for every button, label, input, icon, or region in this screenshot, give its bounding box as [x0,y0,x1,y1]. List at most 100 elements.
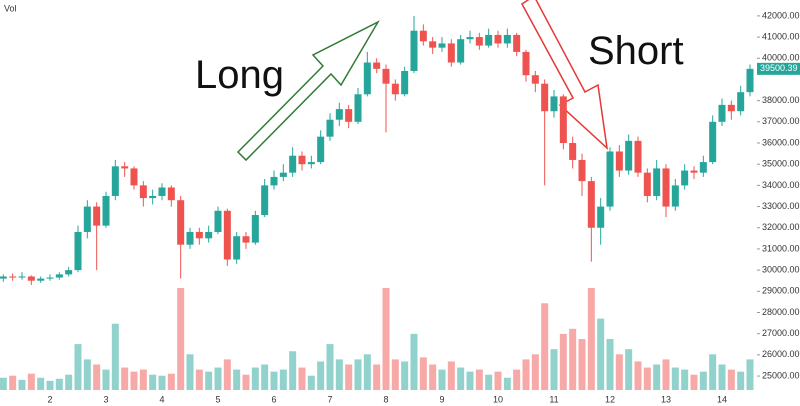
candle-body [699,162,707,173]
candle-body [559,96,567,144]
candle-body [93,206,101,226]
volume-bar [9,375,17,390]
y-tick-label: 37000.00 [762,116,800,126]
volume-bar [139,369,147,390]
volume-bar [83,359,91,390]
volume-bar [494,371,502,390]
candle-body [261,185,269,216]
candle-body [363,62,371,95]
volume-bar [466,371,474,390]
volume-bar [643,367,651,390]
candle-body [74,231,82,271]
volume-bar [177,288,185,390]
x-tick-label: 13 [661,394,671,404]
volume-bar [270,371,278,390]
candle-body [587,181,595,228]
volume-bar [699,371,707,390]
candle-body [653,168,661,196]
candle-body [671,185,679,207]
volume-bar [214,367,222,390]
volume-bar [690,374,698,390]
volume-bar [195,369,203,390]
x-tick-label: 6 [271,394,276,404]
candle-body [46,277,54,279]
volume-bar [419,357,427,390]
volume-bar [513,369,521,390]
volume-bar [587,288,595,390]
candle-body [242,236,250,243]
y-tick-label: 34000.00 [762,180,800,190]
candle-body [186,231,194,245]
candle-body [55,274,63,278]
volume-bar [186,354,194,390]
volume-bar [65,374,73,390]
y-tick-label: 27000.00 [762,328,800,338]
y-tick-label: 32000.00 [762,222,800,232]
volume-bar [597,318,605,390]
candle-body [457,39,465,63]
volume-bar [149,374,157,390]
volume-bar [447,361,455,390]
candle-body [522,51,530,76]
long-annotation: Long [195,53,284,97]
candle-body [438,43,446,48]
volume-bar [167,373,175,390]
volume-bar [662,359,670,390]
candle-body [158,187,166,196]
candle-body [419,30,427,42]
candle-body [354,94,362,122]
candle-body [485,34,493,46]
x-tick-label: 4 [159,394,164,404]
candle-body [139,185,147,199]
candle-body [391,83,399,95]
x-tick-label: 9 [439,394,444,404]
volume-bar [317,361,325,390]
volume-bar [130,371,138,390]
candle-body [466,37,474,40]
volume-bar [569,328,577,390]
volume-bar [382,288,390,390]
volume-bar [485,374,493,390]
candle-body [475,37,483,46]
volume-bar [326,344,334,390]
volume-bar [503,377,511,390]
volume-bar [681,369,689,390]
candle-body [167,187,175,201]
candle-body [615,151,623,171]
candle-body [550,96,558,112]
x-tick-label: 11 [549,394,558,404]
candle-body [9,276,17,278]
x-tick-label: 2 [47,394,52,404]
candle-body [625,140,633,171]
candle-body [578,159,586,182]
volume-bar [345,364,353,390]
candle-body [149,195,157,199]
short-annotation: Short [588,29,684,73]
candle-body [410,30,418,71]
candle-body [690,170,698,173]
last-price-box [757,62,800,75]
volume-bar [46,380,54,390]
volume-bar [363,354,371,390]
short-arrow [521,0,609,150]
volume-bar [401,361,409,390]
candle-body [37,278,45,281]
candle-body [503,34,511,44]
volume-bar [298,367,306,390]
candle-body [18,276,26,278]
volume-bar [615,354,623,390]
y-tick-label: 33000.00 [762,201,800,211]
candle-body [597,206,605,228]
x-tick-label: 8 [383,394,388,404]
y-tick-label: 26000.00 [762,349,800,359]
candle-body [317,136,325,163]
y-tick-label: 31000.00 [762,243,800,253]
volume-bar [55,378,63,390]
volume-bar [233,369,241,390]
y-tick-label: 28000.00 [762,307,800,317]
volume-bar [223,359,231,390]
volume-bar [289,351,297,390]
candle-body [746,68,754,93]
volume-bar [541,303,549,390]
